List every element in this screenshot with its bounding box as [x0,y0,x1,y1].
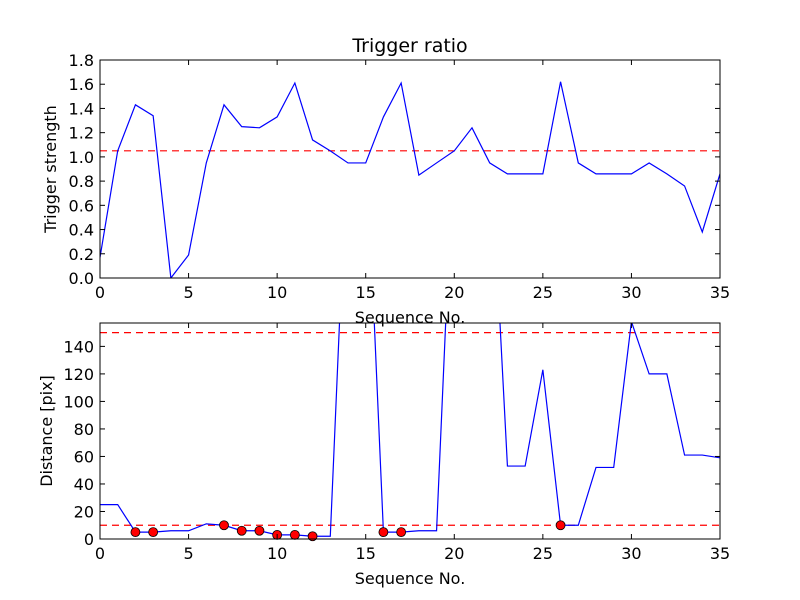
y-tick-label: 0.6 [69,196,94,215]
series-line-0 [100,323,720,537]
x-tick-label: 35 [710,283,730,302]
threshold-lines [100,332,720,526]
x-tick-label: 20 [444,544,464,563]
y-tick-label: 0.2 [69,245,94,264]
x-tick-label: 5 [183,283,193,302]
y-tick-label: 80 [74,420,94,439]
marker-point [378,527,389,538]
y-tick-label: 0.0 [69,269,94,288]
x-tick-label: 10 [267,283,287,302]
x-tick-label: 25 [533,544,553,563]
y-tick-label: 120 [63,365,94,384]
y-tick-label: 60 [74,447,94,466]
x-axis-label: Sequence No. [355,308,466,327]
y-tick-label: 140 [63,337,94,356]
x-tick-label: 15 [356,544,376,563]
distance-plot: 0 5 10 15 20 25 30 35 0 20 40 60 80 100 120 140 Sequen… [37,322,730,588]
plot-frame [99,322,721,540]
series-lines [100,81,720,278]
x-tick-label: 35 [710,544,730,563]
x-axis-ticks: 0 5 10 15 20 25 30 35 [95,323,730,563]
y-tick-label: 0.4 [69,221,94,240]
y-tick-label: 100 [63,392,94,411]
y-tick-label: 0 [84,530,94,549]
marker-point [236,525,247,536]
y-tick-label: 1.0 [69,148,94,167]
marker-point [555,520,566,531]
y-tick-label: 20 [74,502,94,521]
marker-point [396,527,407,538]
y-tick-label: 1.2 [69,124,94,143]
marker-point [219,520,229,531]
y-tick-label: 0.8 [69,172,94,191]
x-tick-label: 20 [444,283,464,302]
series-line-0 [100,81,720,278]
chart-title: Trigger ratio [351,35,467,57]
y-axis-ticks: 0.0 0.2 0.4 0.6 0.8 1.0 1.2 1.4 1.6 1.8 [69,51,720,288]
x-tick-label: 0 [95,283,105,302]
x-tick-label: 15 [356,283,376,302]
x-tick-label: 0 [95,544,105,563]
marker-point [307,531,318,542]
y-axis-label: Distance [pix] [37,375,56,487]
trigger-ratio-plot: Trigger ratio 0 5 10 15 20 25 30 35 0.00.20.40.… [41,35,730,327]
marker-point [254,525,265,536]
series-lines [100,323,720,537]
plot-frame [99,59,721,279]
x-tick-label: 30 [621,544,641,563]
x-axis-ticks: 0 5 10 15 20 25 30 35 [95,60,730,302]
y-tick-label: 1.6 [69,75,94,94]
y-tick-label: 1.8 [69,51,94,70]
x-tick-label: 10 [267,544,287,563]
x-tick-label: 30 [621,283,641,302]
y-tick-label: 1.4 [69,99,94,118]
x-axis-label: Sequence No. [355,569,466,588]
marker-point [148,527,159,538]
x-tick-label: 5 [183,544,193,563]
y-axis-ticks: 0 20 40 60 80 100 120 140 [63,337,720,549]
highlight-markers [130,520,566,542]
y-tick-label: 40 [74,475,94,494]
marker-point [130,527,141,538]
x-tick-label: 25 [533,283,553,302]
y-axis-label: Trigger strength [41,105,60,234]
marker-point [289,529,300,540]
